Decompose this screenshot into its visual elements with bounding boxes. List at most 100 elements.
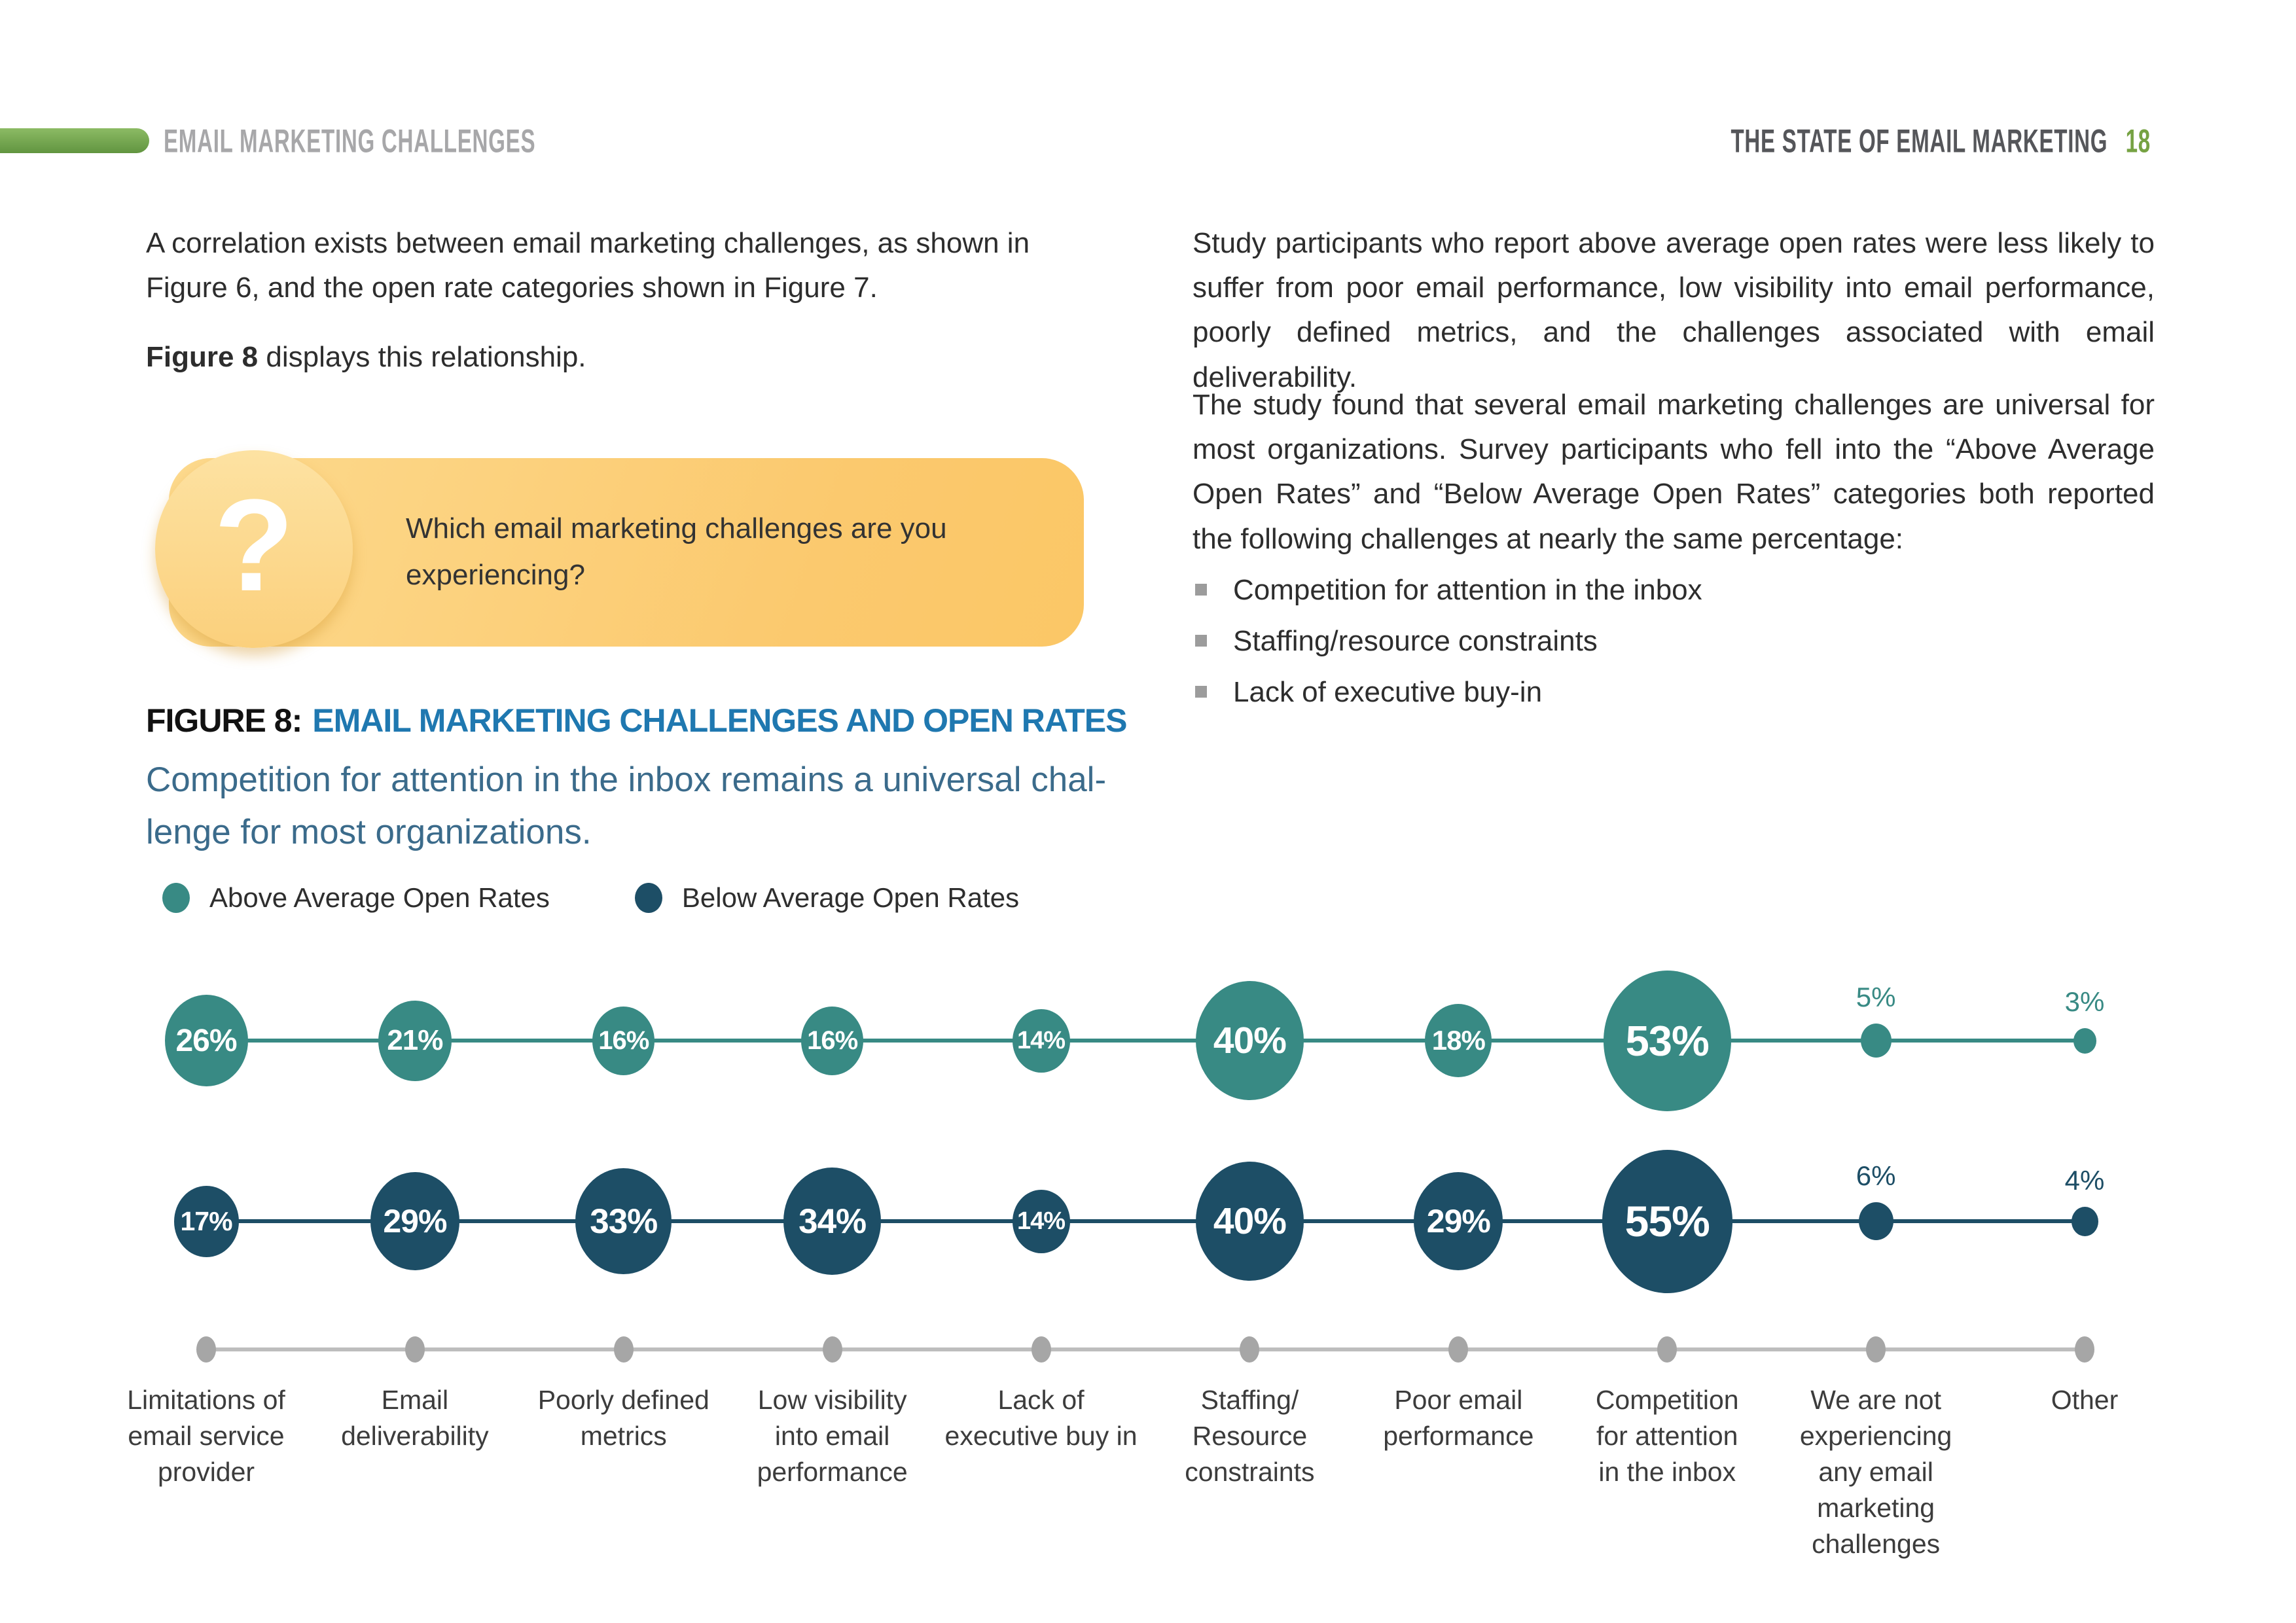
report-title: THE STATE OF EMAIL MARKETING [1731, 122, 2108, 160]
axis-dot-2 [613, 1336, 634, 1363]
series-line-below [206, 1219, 2085, 1223]
series-line-above [206, 1039, 2085, 1043]
list-item: Competition for attention in the inbox [1193, 571, 1702, 622]
bubble-value-outside: 3% [2064, 986, 2105, 1017]
bubble-value: 18% [1431, 1025, 1486, 1056]
right-paragraph-2: The study found that several email marke… [1193, 389, 2155, 555]
bubble-value-outside: 6% [1856, 1160, 1896, 1191]
bubble-above-6: 18% [1425, 1004, 1492, 1077]
bubble-below-6: 29% [1414, 1172, 1503, 1270]
category-label-0: Limitations of email service provider [127, 1385, 285, 1487]
bubble-value-outside: 4% [2064, 1164, 2105, 1196]
bubble-below-7: 55% [1602, 1149, 1732, 1293]
intro-paragraph: A correlation exists between email marke… [146, 227, 1030, 304]
category-label-3: Low visibility into email performance [757, 1385, 908, 1487]
legend-dot-teal-icon [162, 883, 190, 913]
category-label-2: Poorly defined metrics [537, 1385, 709, 1451]
axis-dot-5 [1240, 1336, 1260, 1363]
chart-legend: Above Average Open Rates Below Average O… [162, 882, 1019, 914]
header-accent-bar [0, 128, 149, 153]
bubble-value: 17% [180, 1205, 232, 1236]
figure8-bubble-chart: 26% 17% Limitations of email service provi… [0, 949, 2296, 1623]
category-label-4: Lack of executive buy in [944, 1385, 1138, 1451]
category-label-8: We are not experiencing any email market… [1799, 1385, 1952, 1559]
category-label-6: Poor email performance [1383, 1385, 1534, 1451]
axis-dot-3 [822, 1336, 842, 1363]
bubble-value-outside: 5% [1856, 982, 1896, 1012]
bullet-label: Staffing/resource constraints [1233, 625, 1598, 657]
legend-label: Above Average Open Rates [209, 882, 550, 913]
axis-dot-8 [1866, 1336, 1886, 1363]
bullet-square-icon [1195, 584, 1207, 596]
bubble-below-8 [1858, 1202, 1893, 1240]
legend-item-below-average: Below Average Open Rates [634, 882, 1020, 914]
axis-line [206, 1347, 2085, 1351]
bubble-above-0: 26% [164, 995, 248, 1086]
bubble-below-1: 29% [370, 1172, 459, 1270]
bullet-label: Lack of executive buy-in [1233, 676, 1543, 708]
bubble-below-2: 33% [575, 1168, 672, 1274]
bubble-above-2: 16% [592, 1006, 655, 1075]
bubble-above-9 [2073, 1027, 2096, 1054]
bubble-value: 33% [590, 1202, 658, 1241]
bubble-value: 40% [1213, 1200, 1287, 1242]
category-label-1: Email deliverability [341, 1385, 489, 1451]
bubble-value: 29% [1426, 1203, 1491, 1240]
category-label-5: Staffing/ Resource constraints [1185, 1385, 1315, 1487]
question-mark-badge: ? [155, 450, 353, 648]
bubble-above-7: 53% [1603, 970, 1731, 1111]
axis-dot-9 [2075, 1336, 2094, 1363]
figure-heading: FIGURE 8: EMAIL MARKETING CHALLENGES AND … [146, 702, 1127, 740]
page-number: 18 [2125, 122, 2151, 160]
list-item: Lack of executive buy-in [1193, 673, 1702, 724]
bubble-above-1: 21% [378, 1000, 452, 1081]
survey-question-text: Which email marketing challenges are you… [406, 512, 947, 592]
legend-label: Below Average Open Rates [681, 882, 1020, 913]
figure-subtitle: Competition for attention in the inbox r… [146, 760, 1107, 851]
axis-dot-1 [404, 1336, 425, 1363]
figure-reference-paragraph: Figure 8 displays this relationship. [146, 335, 1088, 380]
legend-dot-navy-icon [634, 883, 662, 913]
bubble-value: 26% [175, 1023, 237, 1058]
figure-reference-rest: displays this relationship. [258, 341, 586, 373]
universal-challenges-list: Competition for attention in the inbox S… [1193, 571, 1702, 724]
bubble-value: 34% [798, 1202, 867, 1241]
bubble-value: 29% [383, 1203, 447, 1240]
legend-item-above-average: Above Average Open Rates [162, 882, 550, 914]
bubble-value: 40% [1213, 1020, 1287, 1061]
right-paragraph-1: Study participants who report above aver… [1193, 227, 2155, 393]
bullet-square-icon [1195, 635, 1207, 647]
bubble-above-5: 40% [1195, 981, 1304, 1100]
bubble-above-8 [1860, 1024, 1892, 1058]
bubble-below-4: 14% [1012, 1189, 1070, 1253]
figure-reference-bold: Figure 8 [146, 341, 259, 373]
figure-title: EMAIL MARKETING CHALLENGES AND OPEN RATE… [312, 702, 1127, 739]
axis-dot-7 [1657, 1336, 1677, 1363]
category-label-9: Other [2051, 1385, 2119, 1415]
bubble-below-0: 17% [173, 1185, 239, 1257]
bubble-above-3: 16% [801, 1006, 864, 1075]
list-item: Staffing/resource constraints [1193, 622, 1702, 673]
figure-label: FIGURE 8: [146, 702, 302, 739]
bullet-label: Competition for attention in the inbox [1233, 574, 1702, 606]
bubble-value: 16% [807, 1026, 858, 1055]
bullet-square-icon [1195, 686, 1207, 698]
axis-dot-6 [1448, 1336, 1469, 1363]
bubble-value: 55% [1624, 1197, 1710, 1245]
question-mark-icon: ? [213, 473, 295, 618]
bubble-above-4: 14% [1012, 1008, 1070, 1073]
axis-dot-4 [1031, 1336, 1051, 1363]
bubble-below-3: 34% [783, 1168, 882, 1275]
bubble-value: 53% [1625, 1016, 1710, 1065]
bubble-value: 16% [598, 1026, 649, 1055]
section-label: EMAIL MARKETING CHALLENGES [164, 122, 536, 160]
bubble-below-9 [2071, 1206, 2098, 1236]
category-label-7: Competition for attention in the inbox [1595, 1385, 1739, 1487]
axis-dot-0 [196, 1336, 216, 1363]
bubble-below-5: 40% [1195, 1162, 1304, 1281]
report-header: THE STATE OF EMAIL MARKETING 18 [1731, 122, 2151, 160]
bubble-value: 14% [1017, 1207, 1066, 1235]
bubble-value: 14% [1017, 1026, 1066, 1054]
bubble-value: 21% [387, 1024, 443, 1056]
